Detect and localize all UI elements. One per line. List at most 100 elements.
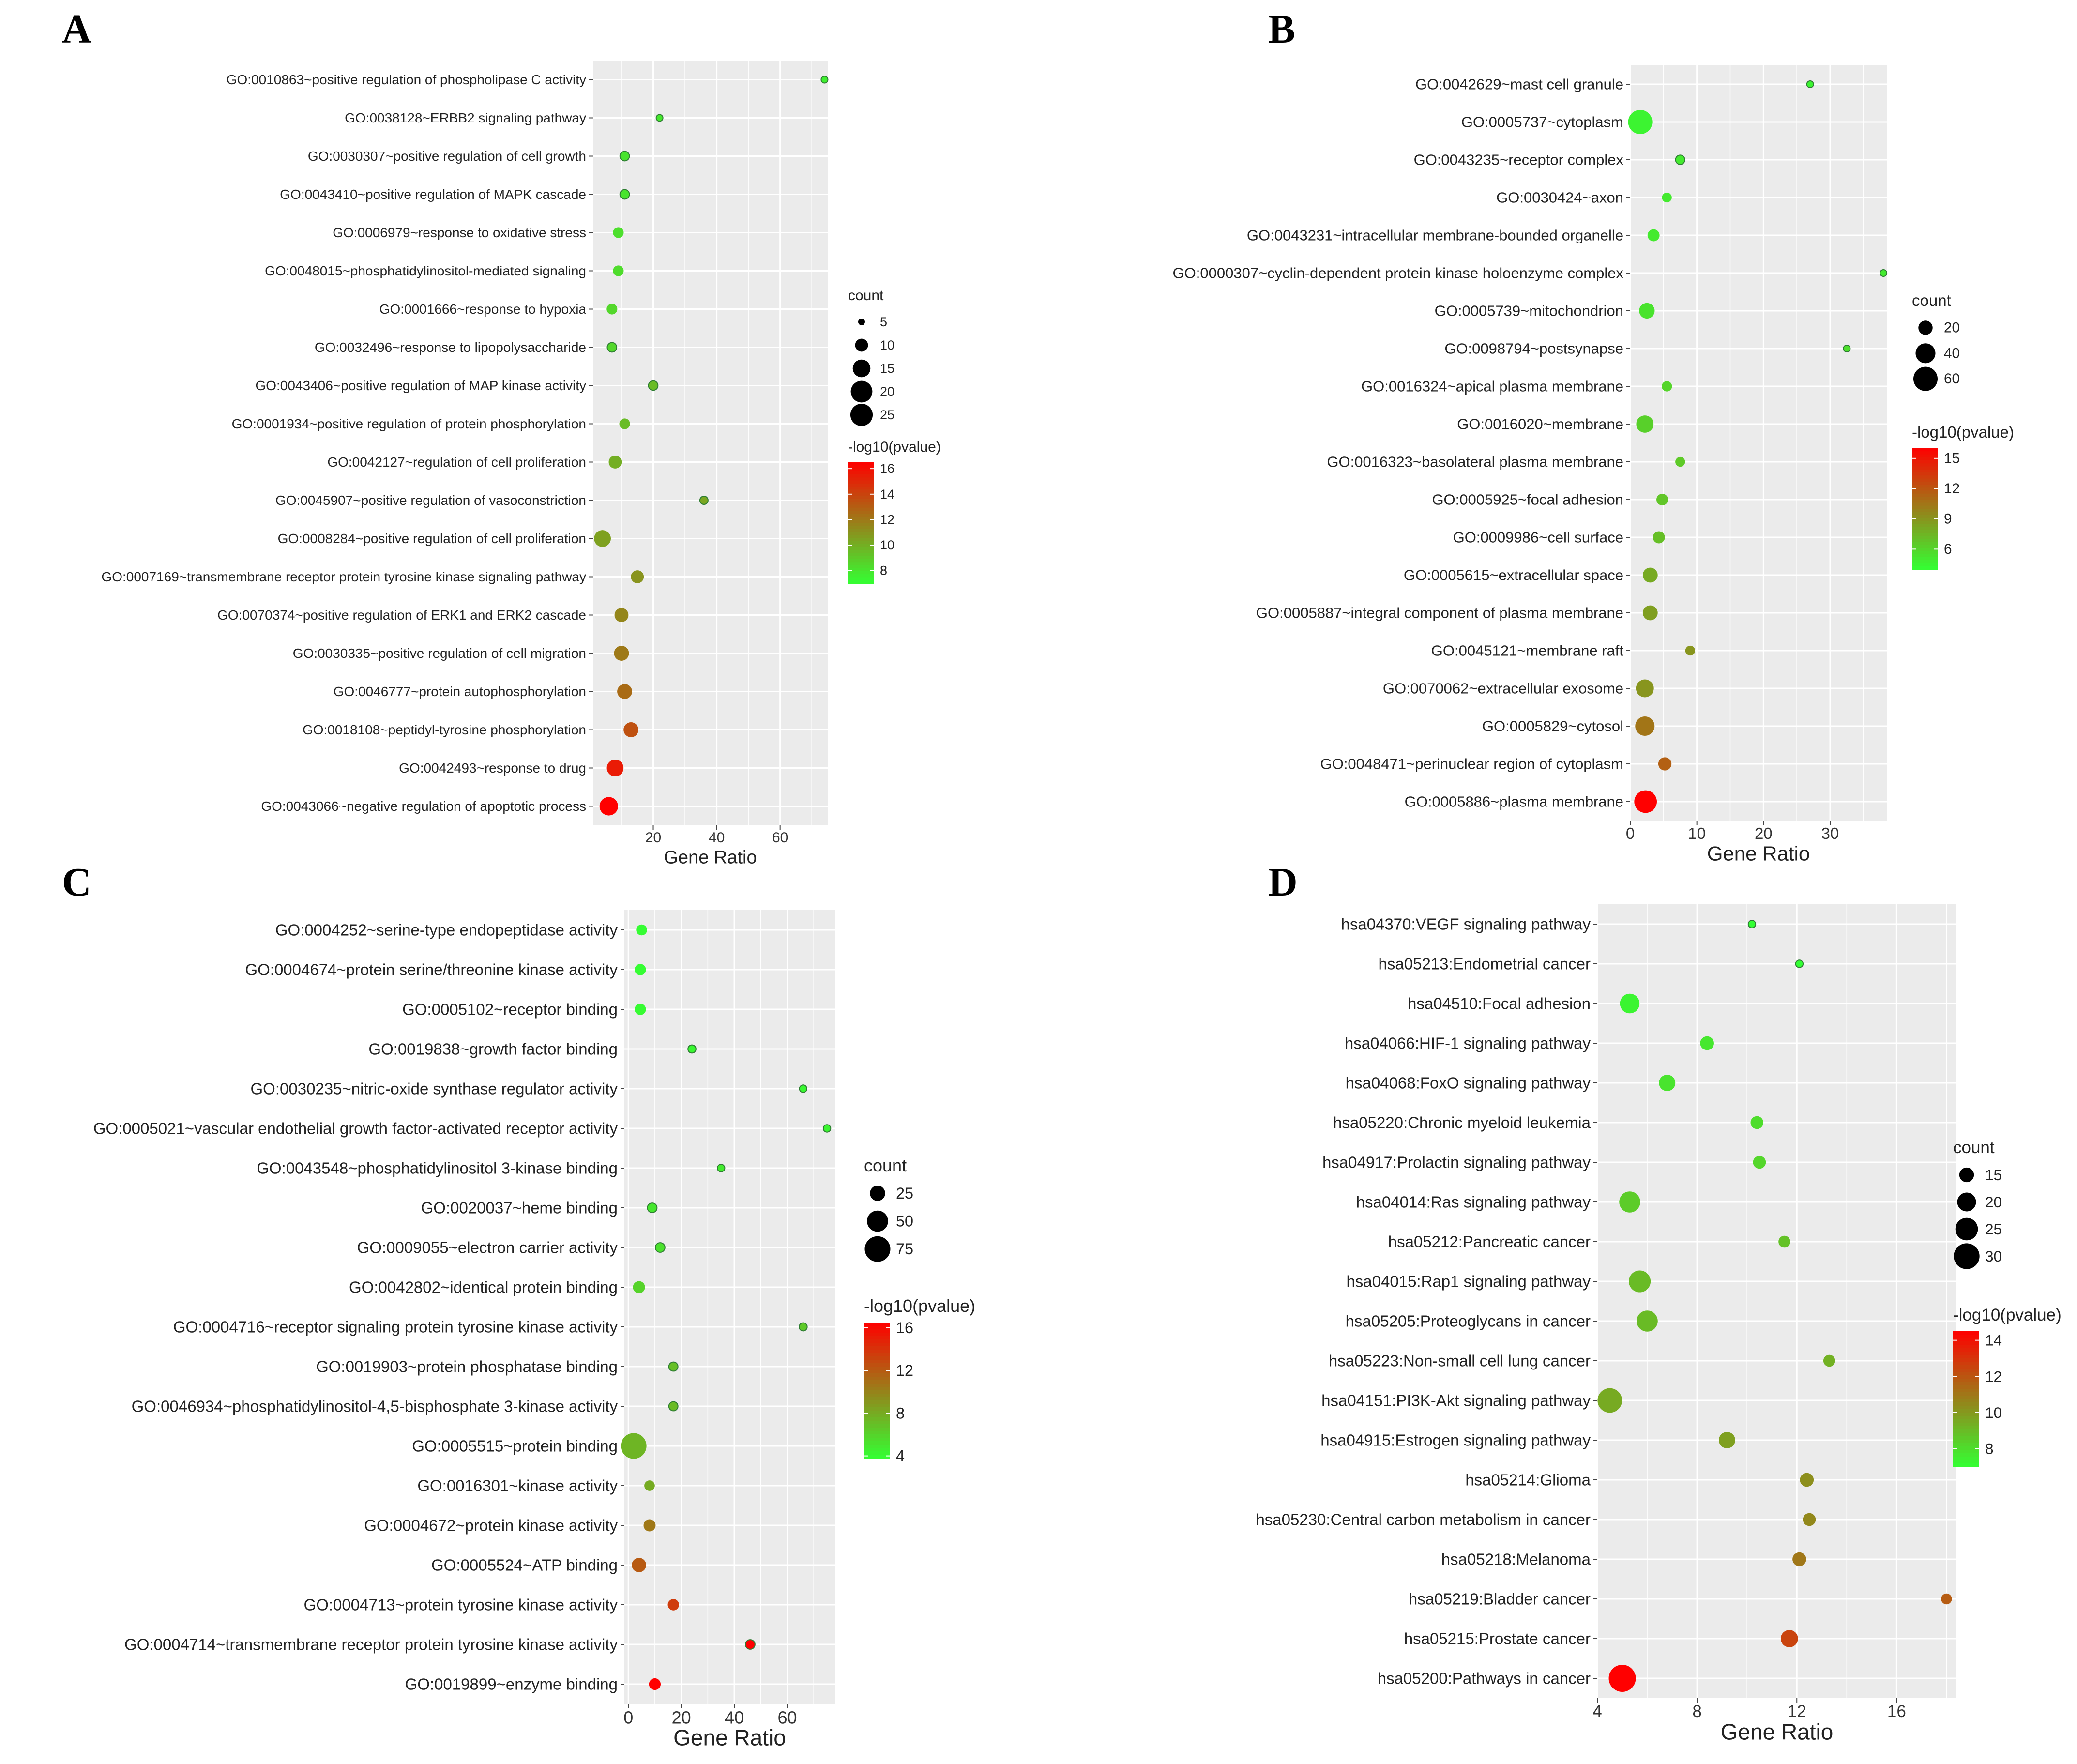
legend-gradient-segment (864, 1339, 890, 1343)
legend-color-label: 12 (1985, 1368, 2002, 1385)
y-tick-label: GO:0030335~positive regulation of cell m… (293, 646, 586, 661)
y-tick-label: GO:0004252~serine-type endopeptidase act… (275, 921, 618, 939)
legend-color-label: 8 (880, 563, 887, 578)
legend-gradient-segment (1912, 478, 1938, 482)
legend-gradient-segment (1953, 1382, 1979, 1386)
y-tick-label: GO:0030424~axon (1496, 189, 1623, 206)
legend-gradient-segment (1912, 485, 1938, 488)
legend-gradient-segment (848, 580, 874, 584)
legend-gradient-segment (864, 1404, 890, 1408)
data-bubble (1823, 1354, 1835, 1367)
y-tick-label: GO:0008284~positive regulation of cell p… (278, 531, 586, 546)
y-tick-label: GO:0070374~positive regulation of ERK1 a… (217, 608, 586, 623)
legend-gradient-segment (864, 1367, 890, 1370)
legend-gradient-segment (864, 1400, 890, 1404)
legend-gradient-segment (1912, 554, 1938, 558)
y-tick-label: GO:0004672~protein kinase activity (364, 1517, 618, 1535)
legend-gradient-segment (1912, 490, 1938, 494)
legend-gradient-segment (848, 499, 874, 502)
legend-color-label: 14 (1985, 1332, 2002, 1349)
legend-color-label: 16 (896, 1319, 913, 1337)
x-tick-label: 40 (725, 1707, 744, 1727)
data-bubble (1619, 1191, 1640, 1213)
y-tick-label: hsa04915:Estrogen signaling pathway (1320, 1431, 1591, 1449)
legend-gradient-segment (1912, 545, 1938, 549)
x-tick-label: 10 (1688, 824, 1706, 842)
legend-color-label: 15 (1944, 450, 1960, 466)
y-tick-label: GO:0048471~perinuclear region of cytopla… (1320, 756, 1623, 773)
legend-gradient-segment (864, 1448, 890, 1452)
y-tick-label: GO:0004713~protein tyrosine kinase activ… (304, 1596, 618, 1614)
legend-gradient-segment (1912, 500, 1938, 503)
y-tick-label: GO:0004674~protein serine/threonine kina… (245, 961, 618, 979)
legend-gradient-segment (1953, 1372, 1979, 1376)
legend-gradient-segment (864, 1424, 890, 1428)
chart-panel-d: hsa04370:VEGF signaling pathway hsa05213:… (1256, 904, 2062, 1745)
legend-gradient-segment (1953, 1440, 1979, 1444)
legend-gradient-segment (1953, 1345, 1979, 1349)
y-tick-label: GO:0030235~nitric-oxide synthase regulat… (251, 1080, 618, 1098)
legend-size-key (1918, 320, 1933, 335)
legend-gradient-segment (864, 1397, 890, 1401)
legend-color-label: 10 (880, 538, 894, 552)
legend-gradient-segment (848, 562, 874, 566)
data-bubble (1653, 531, 1665, 544)
data-bubble (1780, 1630, 1798, 1647)
y-tick-label: GO:0020037~heme binding (421, 1199, 618, 1217)
legend-color-title: -log10(pvalue) (848, 439, 941, 455)
panel-letter: D (1268, 860, 1298, 905)
y-tick-label: GO:0005102~receptor binding (402, 1001, 618, 1019)
legend-gradient-segment (1912, 454, 1938, 458)
legend-size-key (1955, 1217, 1978, 1241)
data-bubble (1597, 1388, 1622, 1413)
legend-gradient-segment (1912, 566, 1938, 570)
data-bubble (655, 114, 664, 122)
y-tick-label: GO:0005524~ATP binding (431, 1556, 618, 1574)
y-tick-label: GO:0043235~receptor complex (1414, 152, 1624, 168)
data-bubble (614, 646, 629, 661)
data-bubble (1636, 679, 1654, 698)
legend-gradient-segment (848, 553, 874, 557)
chart-panel-c: GO:0004252~serine-type endopeptidase act… (93, 910, 975, 1750)
legend-gradient-segment (1912, 557, 1938, 561)
data-bubble (1747, 920, 1757, 928)
legend-gradient-segment (1953, 1392, 1979, 1396)
chart-panel-a: GO:0010863~positive regulation of phosph… (101, 61, 941, 867)
x-axis-title: Gene Ratio (664, 847, 757, 867)
data-bubble (822, 1124, 832, 1133)
x-tick-label: 8 (1692, 1702, 1701, 1721)
data-bubble (608, 456, 622, 469)
legend-gradient-segment (864, 1377, 890, 1381)
y-tick-label: GO:0098794~postsynapse (1444, 340, 1623, 357)
legend-size-key (850, 403, 873, 426)
legend-gradient-segment (848, 568, 874, 572)
legend-size-label: 60 (1944, 371, 1960, 387)
data-bubble (1659, 1075, 1676, 1091)
legend-color-label: 12 (880, 512, 894, 527)
legend-gradient-segment (1912, 463, 1938, 467)
data-bubble (636, 924, 647, 936)
legend-gradient-segment (1953, 1389, 1979, 1393)
data-bubble (1639, 303, 1655, 319)
legend-size-key (1915, 343, 1936, 364)
chart-panel-b: GO:0042629~mast cell granule GO:0005737~c… (1173, 65, 2014, 865)
legend-gradient-segment (1912, 457, 1938, 461)
y-tick-label: hsa05200:Pathways in cancer (1378, 1670, 1591, 1688)
legend-gradient-segment (864, 1384, 890, 1387)
legend-gradient-segment (1912, 517, 1938, 521)
legend-gradient-segment (864, 1356, 890, 1360)
data-bubble (619, 189, 630, 200)
y-tick-label: GO:0016323~basolateral plasma membrane (1327, 454, 1623, 471)
legend-size-key (852, 359, 871, 378)
legend-gradient-segment (1953, 1426, 1979, 1430)
legend-gradient-segment (1953, 1355, 1979, 1359)
legend-gradient-segment (1912, 509, 1938, 513)
y-tick-label: GO:0018108~peptidyl-tyrosine phosphoryla… (303, 722, 586, 737)
legend-gradient-segment (1953, 1406, 1979, 1410)
data-bubble (1620, 993, 1640, 1014)
legend-gradient-segment (864, 1390, 890, 1394)
data-bubble (1803, 1513, 1816, 1526)
legend-gradient-segment (848, 489, 874, 493)
legend-gradient-segment (1953, 1450, 1979, 1454)
legend-color-label: 9 (1944, 511, 1952, 527)
